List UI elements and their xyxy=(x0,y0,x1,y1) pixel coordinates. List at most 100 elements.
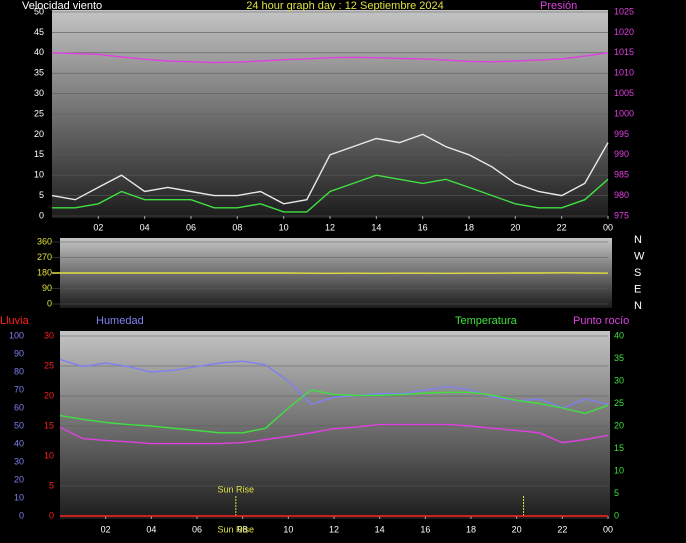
x-tick-label: 10 xyxy=(283,524,293,534)
x-tick-label: 00 xyxy=(603,524,613,534)
x-tick-label: 10 xyxy=(279,222,289,232)
rain-label: Lluvia xyxy=(0,315,30,327)
y-tick-label: 985 xyxy=(614,170,629,180)
y-tick-label: 45 xyxy=(34,27,44,37)
y-tick-label: 1020 xyxy=(614,27,634,37)
y-tick-label: 25 xyxy=(614,398,624,408)
dewpoint-label: Punto rocío xyxy=(573,315,629,327)
x-tick-label: 14 xyxy=(371,222,381,232)
y-tick-label: 30 xyxy=(44,330,54,340)
x-tick-label: 20 xyxy=(512,524,522,534)
x-tick-label: 12 xyxy=(325,222,335,232)
x-tick-label: 14 xyxy=(375,524,385,534)
x-tick-label: 08 xyxy=(238,524,248,534)
x-tick-label: 16 xyxy=(420,524,430,534)
y-tick-label: 30 xyxy=(14,456,24,466)
y-tick-label: 15 xyxy=(44,420,54,430)
y-tick-label: 0 xyxy=(614,510,619,520)
compass-label: S xyxy=(634,267,641,279)
y-tick-label: 20 xyxy=(614,420,624,430)
compass-label: N xyxy=(634,300,642,312)
series-line xyxy=(59,389,609,434)
y-tick-label: 10 xyxy=(14,492,24,502)
y-tick-label: 30 xyxy=(614,375,624,385)
y-tick-label: 15 xyxy=(614,443,624,453)
x-tick-label: 16 xyxy=(418,222,428,232)
x-tick-label: 02 xyxy=(101,524,111,534)
x-tick-label: 20 xyxy=(510,222,520,232)
y-tick-label: 25 xyxy=(34,108,44,118)
y-tick-label: 10 xyxy=(34,170,44,180)
humidity-label: Humedad xyxy=(96,315,144,327)
compass-label: N xyxy=(634,234,642,246)
y-tick-label: 70 xyxy=(14,384,24,394)
y-tick-label: 1005 xyxy=(614,88,634,98)
y-tick-label: 1025 xyxy=(614,6,634,16)
y-tick-label: 10 xyxy=(614,465,624,475)
y-tick-label: 30 xyxy=(34,88,44,98)
y-tick-label: 40 xyxy=(614,330,624,340)
x-tick-label: 02 xyxy=(93,222,103,232)
x-tick-label: 18 xyxy=(466,524,476,534)
y-tick-label: 270 xyxy=(37,252,52,262)
sun-axis-label: Sun Rise xyxy=(218,524,255,534)
y-tick-label: 980 xyxy=(614,190,629,200)
x-tick-label: 06 xyxy=(192,524,202,534)
sun-label: Sun Rise xyxy=(218,484,255,494)
y-tick-label: 100 xyxy=(9,330,24,340)
series-line xyxy=(52,272,609,275)
y-tick-label: 40 xyxy=(34,47,44,57)
y-tick-label: 50 xyxy=(14,420,24,430)
y-tick-label: 15 xyxy=(34,149,44,159)
y-tick-label: 1000 xyxy=(614,108,634,118)
x-tick-label: 22 xyxy=(557,222,567,232)
y-tick-label: 90 xyxy=(42,283,52,293)
x-tick-label: 00 xyxy=(603,222,613,232)
y-tick-label: 5 xyxy=(49,480,54,490)
temperature-label: Temperatura xyxy=(455,315,518,327)
series-line xyxy=(51,133,609,205)
y-tick-label: 0 xyxy=(49,510,54,520)
y-tick-label: 40 xyxy=(14,438,24,448)
y-tick-label: 0 xyxy=(19,510,24,520)
y-tick-label: 20 xyxy=(14,474,24,484)
y-tick-label: 25 xyxy=(44,360,54,370)
series-line xyxy=(59,423,609,445)
y-tick-label: 1015 xyxy=(614,47,634,57)
chart-title: 24 hour graph day : 12 Septiembre 2024 xyxy=(246,0,444,12)
y-axis-label: Velocidad viento xyxy=(22,0,102,12)
x-tick-label: 18 xyxy=(464,222,474,232)
x-tick-label: 04 xyxy=(140,222,150,232)
series-line xyxy=(51,52,609,64)
y-tick-label: 360 xyxy=(37,236,52,246)
y-tick-label: 1010 xyxy=(614,68,634,78)
series-line xyxy=(52,174,609,213)
y-tick-label: 990 xyxy=(614,149,629,159)
y-tick-label: 0 xyxy=(47,298,52,308)
y-tick-label: 50 xyxy=(34,6,44,16)
x-tick-label: 04 xyxy=(146,524,156,534)
y-tick-label: 35 xyxy=(614,353,624,363)
y-tick-label: 0 xyxy=(39,210,44,220)
x-tick-label: 12 xyxy=(329,524,339,534)
x-tick-label: 22 xyxy=(557,524,567,534)
y-tick-label: 10 xyxy=(44,450,54,460)
y-tick-label: 995 xyxy=(614,129,629,139)
y-tick-label: 180 xyxy=(37,267,52,277)
compass-label: W xyxy=(634,250,645,262)
y-tick-label: 90 xyxy=(14,348,24,358)
y-tick-label: 20 xyxy=(34,129,44,139)
y-tick-label: 5 xyxy=(39,190,44,200)
x-tick-label: 08 xyxy=(232,222,242,232)
y-tick-label: 975 xyxy=(614,210,629,220)
y-tick-label: 20 xyxy=(44,390,54,400)
y2-axis-label: Presión xyxy=(540,0,577,12)
y-tick-label: 80 xyxy=(14,366,24,376)
y-tick-label: 60 xyxy=(14,402,24,412)
compass-label: E xyxy=(634,283,641,295)
y-tick-label: 5 xyxy=(614,488,619,498)
y-tick-label: 35 xyxy=(34,68,44,78)
plot-area xyxy=(60,331,610,519)
